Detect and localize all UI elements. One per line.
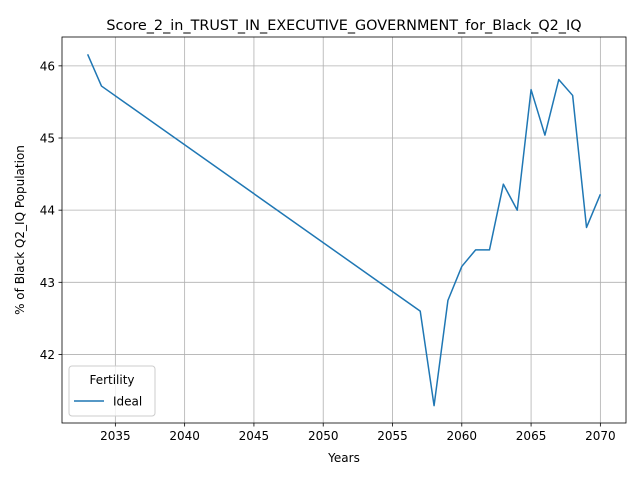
y-tick-label: 42: [40, 348, 55, 362]
plot-frame: [61, 36, 627, 424]
legend-title: Fertility: [89, 373, 134, 387]
legend-box: [68, 365, 156, 417]
series-layer: [86, 54, 602, 407]
x-tick-label: 2070: [585, 429, 616, 443]
y-tick-label: 45: [40, 132, 55, 146]
y-axis-label: % of Black Q2_IQ Population: [13, 145, 27, 315]
y-tick-label: 44: [40, 204, 55, 218]
x-tick-label: 2045: [239, 429, 270, 443]
chart-title: Score_2_in_TRUST_IN_EXECUTIVE_GOVERNMENT…: [106, 18, 581, 34]
x-tick-label: 2065: [516, 429, 547, 443]
x-tick-label: 2035: [100, 429, 131, 443]
legend-label-ideal: Ideal: [113, 395, 142, 409]
x-tick-label: 2055: [377, 429, 408, 443]
x-axis-label: Years: [327, 451, 360, 465]
series-line-ideal: [86, 54, 602, 407]
x-tick-label: 2040: [169, 429, 200, 443]
x-tick-label: 2050: [308, 429, 339, 443]
ticks: 2035 2040 2045 2050 2055 2060 2065 2070 42 43 44 45…: [40, 59, 616, 443]
y-tick-label: 43: [40, 276, 55, 290]
y-tick-label: 46: [40, 59, 55, 73]
x-tick-label: 2060: [447, 429, 478, 443]
grid: [62, 37, 626, 423]
legend: Fertility Ideal: [68, 365, 156, 417]
